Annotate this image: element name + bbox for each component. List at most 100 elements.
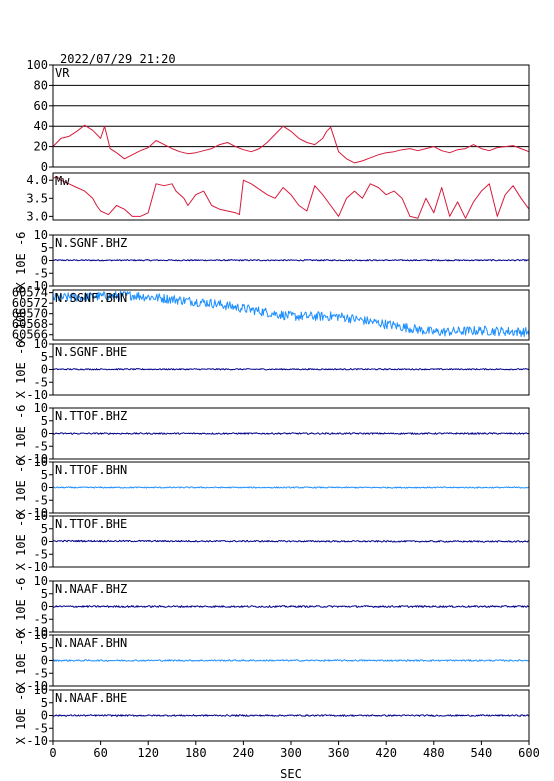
vr-ytick-label-5: 100 xyxy=(26,58,48,72)
ttof-bhn-label: N.TTOF.BHN xyxy=(55,463,127,477)
sgnf-bhe-ytick-label-0: -10 xyxy=(26,388,48,402)
xtick-label-5: 300 xyxy=(280,746,302,760)
naaf-bhn-ytick-label-1: -5 xyxy=(34,666,48,680)
ttof-bhz-frame xyxy=(52,407,530,460)
vr-ytick-label-3: 60 xyxy=(34,99,48,113)
naaf-bhz-ylabel: X 10E -6 xyxy=(14,578,28,636)
x-axis-label: SEC xyxy=(280,767,302,781)
sgnf-bhe-ytick-label-1: -5 xyxy=(34,375,48,389)
vr-ytick-label-4: 80 xyxy=(34,78,48,92)
sgnf-bhn-ytick-label-3: 60572 xyxy=(12,296,48,310)
ttof-bhz-ytick-label-2: 0 xyxy=(41,427,48,441)
naaf-bhz-ytick-label-3: 5 xyxy=(41,587,48,601)
ttof-bhz-ytick-label-0: -10 xyxy=(26,452,48,466)
ttof-bhe-frame xyxy=(52,515,530,568)
ttof-bhe-ytick-label-3: 5 xyxy=(41,522,48,536)
sgnf-bhe-trace xyxy=(52,368,530,371)
sgnf-bhe-ylabel: X 10E -6 xyxy=(14,341,28,399)
sgnf-bhe-ytick-label-4: 10 xyxy=(34,337,48,351)
ttof-bhn-ytick-label-4: 10 xyxy=(34,455,48,469)
ttof-bhn-ylabel: X 10E -6 xyxy=(14,459,28,517)
ttof-bhn-ytick-label-1: -5 xyxy=(34,493,48,507)
naaf-bhn-label: N.NAAF.BHN xyxy=(55,636,127,650)
sgnf-bhz-ytick-label-1: -5 xyxy=(34,266,48,280)
xtick-label-10: 600 xyxy=(518,746,540,760)
xtick-label-1: 60 xyxy=(93,746,107,760)
xtick-label-3: 180 xyxy=(185,746,207,760)
sgnf-bhz-ytick-label-4: 10 xyxy=(34,228,48,242)
naaf-bhn-ytick-label-4: 10 xyxy=(34,628,48,642)
ttof-bhz-trace xyxy=(52,432,530,435)
sgnf-bhe-frame xyxy=(52,343,530,396)
naaf-bhz-ytick-label-0: -10 xyxy=(26,625,48,639)
naaf-bhn-trace xyxy=(52,659,530,662)
sgnf-bhz-ytick-label-2: 0 xyxy=(41,254,48,268)
naaf-bhz-label: N.NAAF.BHZ xyxy=(55,582,127,596)
plot-timestamp: 2022/07/29 21:20 xyxy=(60,52,176,66)
ttof-bhz-ytick-label-4: 10 xyxy=(34,401,48,415)
naaf-bhe-label: N.NAAF.BHE xyxy=(55,691,127,705)
ttof-bhz-ylabel: X 10E -6 xyxy=(14,405,28,463)
vr-label: VR xyxy=(55,66,70,80)
ttof-bhn-ytick-label-0: -10 xyxy=(26,506,48,520)
vr-trace xyxy=(52,124,530,164)
naaf-bhe-ylabel: X 10E -6 xyxy=(14,687,28,745)
sgnf-bhn-frame xyxy=(52,289,530,341)
sgnf-bhz-ytick-label-3: 5 xyxy=(41,241,48,255)
xtick-label-6: 360 xyxy=(328,746,350,760)
naaf-bhn-ylabel: X 10E -6 xyxy=(14,632,28,690)
sgnf-bhz-ylabel: X 10E -6 xyxy=(14,232,28,290)
naaf-bhz-frame xyxy=(52,580,530,633)
xtick-label-7: 420 xyxy=(375,746,397,760)
sgnf-bhe-ytick-label-2: 0 xyxy=(41,363,48,377)
naaf-bhz-ytick-label-1: -5 xyxy=(34,612,48,626)
sgnf-bhn-trace xyxy=(52,290,530,338)
xtick-label-0: 0 xyxy=(49,746,56,760)
vr-ytick-label-2: 40 xyxy=(34,119,48,133)
sgnf-bhn-ytick-label-2: 60570 xyxy=(12,307,48,321)
naaf-bhe-trace xyxy=(52,714,530,717)
ttof-bhz-ytick-label-3: 5 xyxy=(41,414,48,428)
sgnf-bhn-ytick-label-1: 60568 xyxy=(12,317,48,331)
naaf-bhn-ytick-label-3: 5 xyxy=(41,641,48,655)
sgnf-bhz-label: N.SGNF.BHZ xyxy=(55,236,127,250)
naaf-bhe-ytick-label-3: 5 xyxy=(41,696,48,710)
naaf-bhz-trace xyxy=(52,605,530,608)
sgnf-bhz-trace xyxy=(52,259,530,262)
naaf-bhe-ytick-label-0: -10 xyxy=(26,734,48,748)
ttof-bhe-ytick-label-2: 0 xyxy=(41,535,48,549)
sgnf-bhe-label: N.SGNF.BHE xyxy=(55,345,127,359)
naaf-bhn-frame xyxy=(52,634,530,687)
xtick-label-8: 480 xyxy=(423,746,445,760)
naaf-bhn-ytick-label-0: -10 xyxy=(26,679,48,693)
naaf-bhe-ytick-label-1: -5 xyxy=(34,721,48,735)
ttof-bhz-ytick-label-1: -5 xyxy=(34,439,48,453)
mw-ytick-label-1: 3.5 xyxy=(26,191,48,205)
vr-frame xyxy=(52,64,530,168)
mw-trace xyxy=(52,176,530,219)
ttof-bhe-trace xyxy=(52,539,530,543)
panel-mw: 3.0 3.5 4.0 Mw xyxy=(26,172,530,223)
vr-ytick-label-0: 0 xyxy=(41,160,48,174)
ttof-bhn-ytick-label-2: 0 xyxy=(41,481,48,495)
naaf-bhn-ytick-label-2: 0 xyxy=(41,654,48,668)
sgnf-bhe-ytick-label-3: 5 xyxy=(41,350,48,364)
ttof-bhe-ytick-label-4: 10 xyxy=(34,509,48,523)
ttof-bhe-ytick-label-0: -10 xyxy=(26,560,48,574)
xtick-label-2: 120 xyxy=(137,746,159,760)
xtick-label-9: 540 xyxy=(471,746,493,760)
sgnf-bhz-frame xyxy=(52,234,530,287)
naaf-bhe-ytick-label-2: 0 xyxy=(41,709,48,723)
naaf-bhe-ytick-label-4: 10 xyxy=(34,683,48,697)
sgnf-bhn-ytick-label-0: 60566 xyxy=(12,328,48,342)
ttof-bhn-trace xyxy=(52,486,530,489)
xtick-label-4: 240 xyxy=(233,746,255,760)
sgnf-bhn-label: N.SGNF.BHN xyxy=(55,291,127,305)
